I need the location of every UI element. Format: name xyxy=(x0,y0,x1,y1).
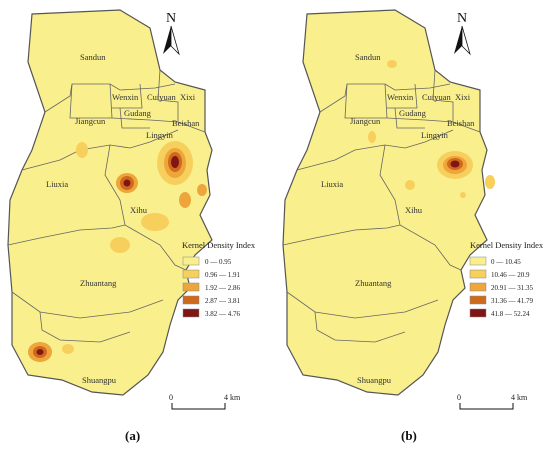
hotspot-shuangpu-east xyxy=(62,344,74,354)
legend-label: 41.8 — 52.24 xyxy=(491,310,530,318)
hotspot-east-edge xyxy=(197,184,207,196)
district-boundaries xyxy=(7,69,206,343)
district-boundaries xyxy=(282,69,481,343)
label-sandun: Sandun xyxy=(80,52,106,62)
legend-label: 2.87 — 3.81 xyxy=(205,297,241,305)
label-shuangpu: Shuangpu xyxy=(357,375,392,385)
scale-bar: 0 4 km xyxy=(169,393,241,410)
label-xixi: Xixi xyxy=(455,92,471,102)
map-b: Sandun Wenxin Cuiyuan Xixi Jiangcun Guda… xyxy=(282,9,544,443)
hotspot-east-edge xyxy=(485,175,495,189)
legend-title: Kernel Density Index xyxy=(182,240,256,250)
hotspot-lingyin-core xyxy=(171,156,179,168)
legend-title: Kernel Density Index xyxy=(470,240,544,250)
svg-text:0: 0 xyxy=(169,393,173,402)
label-xixi: Xixi xyxy=(180,92,196,102)
label-shuangpu: Shuangpu xyxy=(82,375,117,385)
panel-label: (a) xyxy=(125,428,140,443)
label-jiangcun: Jiangcun xyxy=(75,116,106,126)
label-lingyin: Lingyin xyxy=(146,130,174,140)
label-xihu: Xihu xyxy=(405,205,423,215)
legend-label: 31.36 — 41.79 xyxy=(491,297,534,305)
legend: Kernel Density Index 0 — 10.45 10.46 — 2… xyxy=(469,240,544,318)
legend-label: 1.92 — 2.86 xyxy=(205,284,241,292)
label-jiangcun: Jiangcun xyxy=(350,116,381,126)
scale-bar: 0 4 km xyxy=(457,393,528,410)
map-a: Sandun Wenxin Cuiyuan Xixi Jiangcun Guda… xyxy=(7,9,256,443)
label-sandun: Sandun xyxy=(355,52,381,62)
label-wenxin: Wenxin xyxy=(387,92,414,102)
panel-label: (b) xyxy=(401,428,417,443)
map-panel-b: Sandun Wenxin Cuiyuan Xixi Jiangcun Guda… xyxy=(275,0,550,448)
legend-label: 0.96 — 1.91 xyxy=(205,271,241,279)
label-zhuantang: Zhuantang xyxy=(355,278,392,288)
svg-text:4 km: 4 km xyxy=(511,393,528,402)
svg-text:N: N xyxy=(457,11,467,26)
label-liuxia: Liuxia xyxy=(321,179,343,189)
svg-text:4 km: 4 km xyxy=(224,393,241,402)
hotspot-xihu-east xyxy=(460,192,466,198)
hotspot-liuxia-core xyxy=(123,179,131,187)
label-zhuantang: Zhuantang xyxy=(80,278,117,288)
hotspot-xihu-east xyxy=(179,192,191,208)
label-beishan: Beishan xyxy=(447,118,475,128)
label-liuxia: Liuxia xyxy=(46,179,68,189)
label-gudang: Gudang xyxy=(124,108,152,118)
map-panel-a: Sandun Wenxin Cuiyuan Xixi Jiangcun Guda… xyxy=(0,0,275,448)
north-arrow: N xyxy=(454,11,471,56)
hotspot-xihu-south xyxy=(141,213,169,231)
label-beishan: Beishan xyxy=(172,118,200,128)
study-area-boundary xyxy=(282,9,488,396)
label-lingyin: Lingyin xyxy=(421,130,449,140)
legend-label: 20.91 — 31.35 xyxy=(491,284,534,292)
hotspot-liuxia xyxy=(405,180,415,190)
legend-label: 0 — 0.95 xyxy=(205,258,232,266)
north-arrow: N xyxy=(163,11,180,56)
hotspot-shuangpu-core xyxy=(36,349,44,355)
label-gudang: Gudang xyxy=(399,108,427,118)
density-hotspots xyxy=(28,141,207,362)
legend-label: 3.82 — 4.76 xyxy=(205,310,241,318)
hotspot-xihu-southwest xyxy=(110,237,130,253)
hotspot-jiangcun xyxy=(76,142,88,158)
label-wenxin: Wenxin xyxy=(112,92,139,102)
hotspot-sandun xyxy=(387,60,397,68)
label-cuiyuan: Cuiyuan xyxy=(147,92,177,102)
legend-label: 10.46 — 20.9 xyxy=(491,271,530,279)
hotspot-jiangcun xyxy=(368,131,376,143)
legend: Kernel Density Index 0 — 0.95 0.96 — 1.9… xyxy=(182,240,256,318)
density-hotspots xyxy=(368,60,495,198)
label-xihu: Xihu xyxy=(130,205,148,215)
study-area-boundary xyxy=(7,9,213,396)
hotspot-lingyin-core xyxy=(450,160,460,168)
legend-label: 0 — 10.45 xyxy=(491,258,521,266)
svg-text:N: N xyxy=(166,11,176,26)
svg-text:0: 0 xyxy=(457,393,461,402)
label-cuiyuan: Cuiyuan xyxy=(422,92,452,102)
